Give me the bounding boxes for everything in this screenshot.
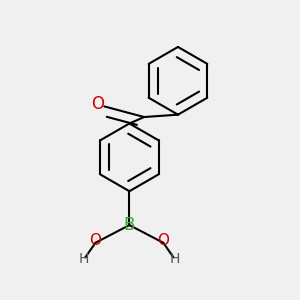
Text: O: O: [157, 233, 169, 248]
Text: B: B: [124, 216, 135, 234]
Text: H: H: [79, 252, 89, 266]
Text: O: O: [92, 95, 104, 113]
Text: H: H: [170, 252, 180, 266]
Text: O: O: [89, 233, 101, 248]
